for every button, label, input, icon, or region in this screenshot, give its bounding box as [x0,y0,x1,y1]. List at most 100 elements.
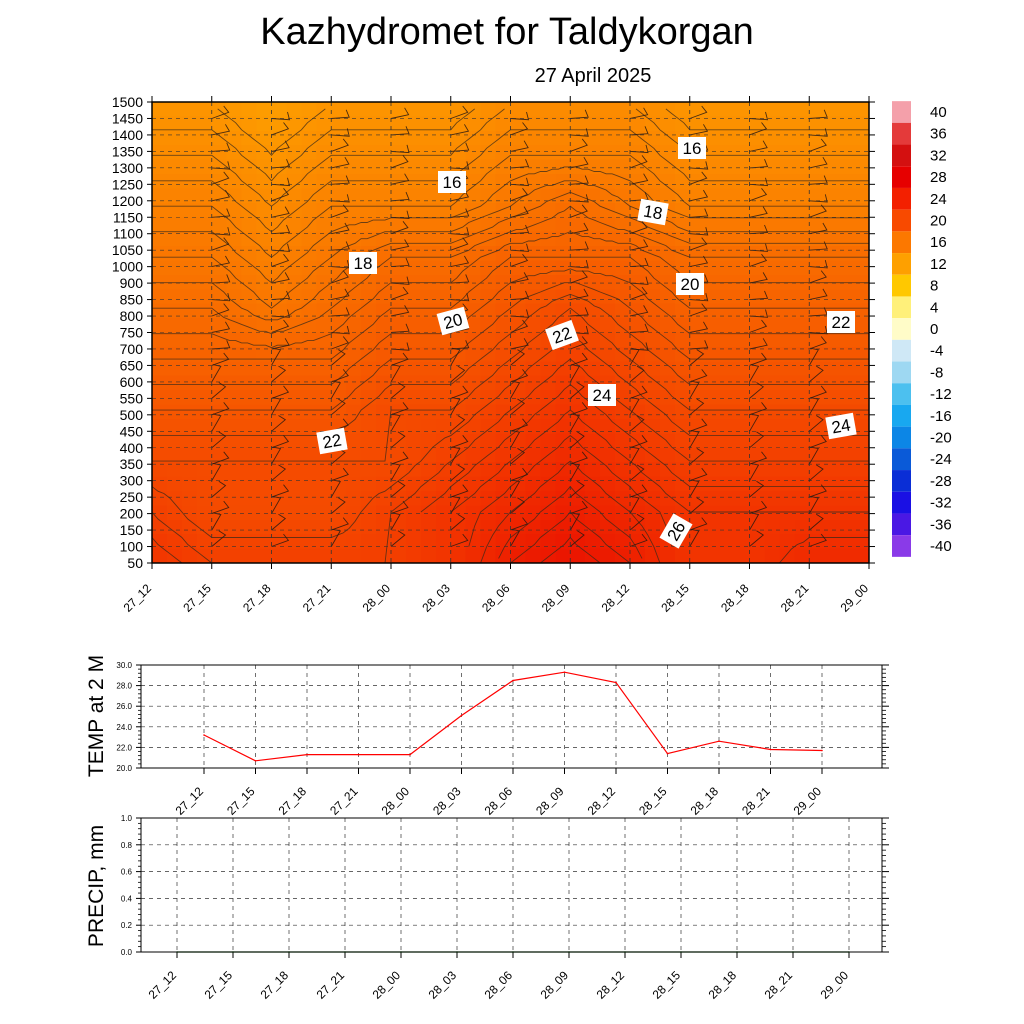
temperature-cell [809,289,825,305]
temperature-cell [361,231,377,247]
temperature-cell [585,418,601,434]
temperature-cell [734,303,751,319]
temperature-cell [241,519,258,535]
temperature-cell [211,289,228,305]
temperature-cell [719,346,736,362]
wind-barb [809,241,828,251]
temperature-cell [809,375,825,391]
temperature-cell [615,462,631,478]
temperature-cell [824,217,840,233]
temperature-cell [241,375,258,391]
temperature-cell [779,404,795,420]
wind-barb [211,105,230,119]
temperature-cell [301,246,317,262]
time-tick-label: 28_00 [360,581,394,615]
wind-barb [749,272,768,284]
temperature-cell [734,145,751,161]
temperature-cell [764,505,780,521]
temperature-cell [316,231,332,247]
isotherm-line [152,384,869,563]
temperature-cell [764,404,780,420]
temperature-cell [241,346,258,362]
temperature-cell [420,202,437,218]
temperature-cell [361,490,377,506]
temperature-cell [376,418,392,434]
temperature-cell [346,116,362,132]
temperature-cell [525,418,541,434]
temperature-cell [659,361,676,377]
temperature-cell [600,188,616,204]
temperature-cell [301,130,317,146]
wind-barb [271,338,290,350]
temperature-cell [674,231,691,247]
contour-label-text: 22 [832,313,851,332]
temperature-cell [241,332,258,348]
temperature-cell [615,260,631,276]
temperature-cell [376,289,392,305]
temperature-cell [719,289,736,305]
colorbar-box [892,274,911,297]
temperature-cell [152,116,168,132]
temperature-cell [226,174,243,190]
temperature-cell [420,130,437,146]
temperature-cell [420,145,437,161]
temperature-cell [600,490,616,506]
y-tick-label: 28.0 [116,682,132,691]
temperature-cell [211,318,228,334]
temperature-cell [674,202,691,218]
temperature-cell [450,404,467,420]
temperature-cell [271,102,288,118]
temperature-cell [166,346,183,362]
temperature-cell [555,102,571,118]
temperature-cell [301,505,317,521]
temperature-cell [226,433,243,449]
temperature-cell [809,418,825,434]
temp-point [306,753,308,756]
temperature-cell [286,462,302,478]
temperature-cell [331,202,347,218]
contour-label-text: 20 [442,310,465,333]
temperature-cell [540,505,556,521]
temperature-cell [749,260,766,276]
temperature-cell [391,519,407,535]
temperature-cell [316,174,332,190]
temperature-cell [704,188,721,204]
x-tick-label: 29_00 [818,968,852,1002]
temperature-cell [166,260,183,276]
time-tick-label: 28_03 [419,581,453,615]
temperature-cell [674,174,691,190]
temperature-cell [630,130,646,146]
temperature-cell [196,116,213,132]
wind-barb [510,177,530,187]
temperature-cell [226,318,243,334]
temperature-cell [779,476,795,492]
temperature-cell [166,462,183,478]
temperature-cell [346,447,362,463]
wind-barb [211,321,231,333]
wind-barb [331,369,349,383]
isotherm-line [217,108,326,156]
temperature-cell [495,476,512,492]
temperature-cell [854,490,869,506]
temperature-cell [316,418,332,434]
temperature-cell [749,490,766,506]
wind-barb [629,323,649,333]
time-tick-label: 29_00 [838,581,872,615]
temperature-cell [854,260,869,276]
wind-barb [390,323,410,333]
wind-barb [689,292,709,302]
temperature-cell [585,433,601,449]
temperature-cell [689,188,706,204]
temperature-cell [241,217,258,233]
temperature-cell [824,490,840,506]
temperature-cell [644,174,661,190]
temperature-cell [331,318,347,334]
temperature-cell [734,246,751,262]
temperature-cell [510,130,527,146]
wind-barb [271,290,291,301]
wind-barb [809,270,827,284]
colorbar-box [892,339,911,362]
temperature-cell [495,404,512,420]
temperature-cell [435,332,452,348]
temperature-cell [331,404,347,420]
